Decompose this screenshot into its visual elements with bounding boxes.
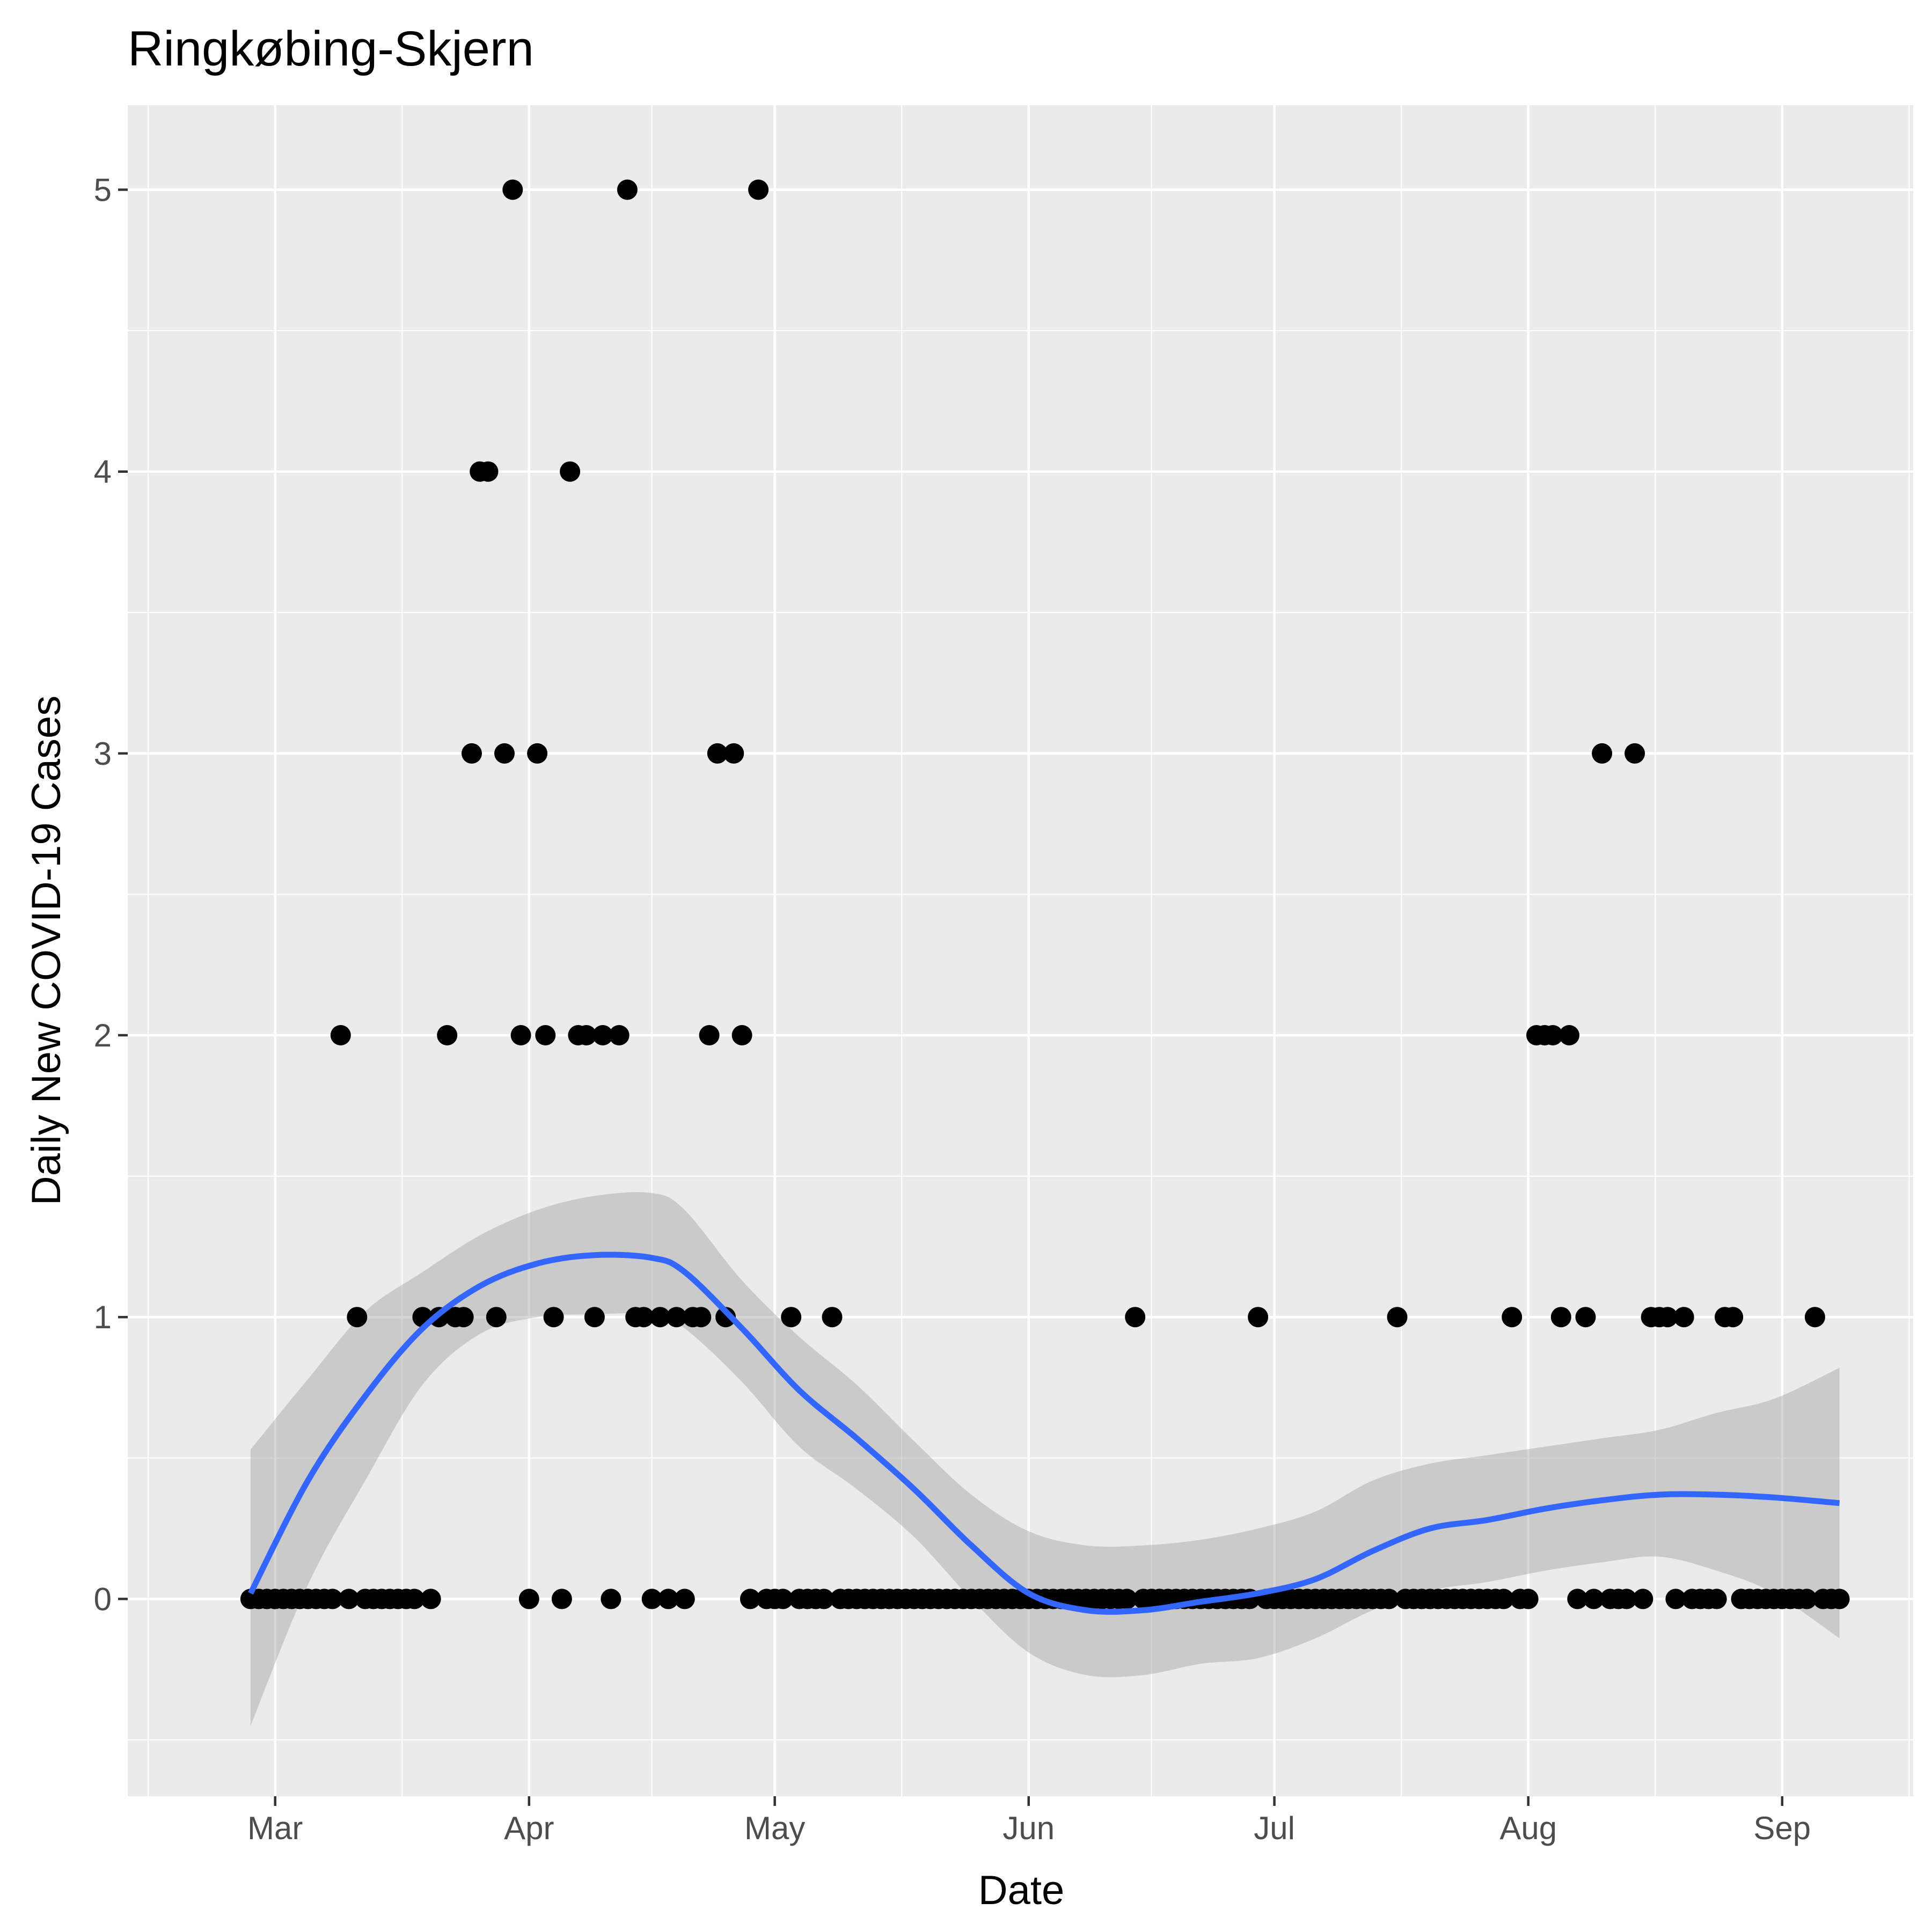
data-point [814,1589,835,1609]
data-point [1125,1307,1146,1328]
y-tick-label: 0 [94,1581,112,1617]
x-tick-label: Aug [1499,1810,1557,1846]
data-point [1116,1589,1137,1609]
data-point [576,1025,597,1045]
data-point [1502,1307,1523,1328]
data-point [510,1025,531,1045]
y-tick-label: 2 [94,1018,112,1053]
data-point [633,1307,654,1328]
x-tick-label: Apr [504,1810,554,1846]
data-point [462,743,482,764]
data-point [731,1025,752,1045]
data-point [420,1589,441,1609]
data-point [715,1307,736,1328]
y-tick-label: 4 [94,454,112,490]
smooth-trend [247,1252,1840,1615]
data-point [543,1307,564,1328]
data-point [658,1589,679,1609]
data-point [609,1025,630,1045]
data-point [723,743,744,764]
data-point [1616,1589,1637,1609]
y-axis-title: Daily New COVID-19 Cases [24,696,69,1205]
data-point [691,1307,712,1328]
data-point [740,1589,760,1609]
x-axis: Mar Apr May Jun Jul Aug Sep [247,1796,1811,1846]
data-point [1493,1589,1514,1609]
y-tick-label: 3 [94,736,112,772]
x-tick-label: Jun [1002,1810,1055,1846]
data-point [592,1025,613,1045]
data-point [1657,1307,1678,1328]
data-point [1583,1589,1604,1609]
minor-gridlines [128,105,1913,1796]
confidence-ribbon [250,1192,1840,1726]
data-point [1559,1025,1579,1045]
data-point [1248,1307,1269,1328]
data-point [339,1589,360,1609]
data-point [822,1307,843,1328]
y-tick-label: 1 [94,1299,112,1335]
confidence-band [250,1192,1840,1726]
data-point [674,1589,695,1609]
data-point [527,743,548,764]
data-point [322,1589,343,1609]
data-point [1567,1589,1588,1609]
plot-panel [128,105,1913,1796]
data-point [1592,743,1613,764]
data-point [772,1589,793,1609]
x-axis-title: Date [978,1868,1065,1913]
data-point [1575,1307,1596,1328]
data-point [1387,1307,1408,1328]
data-point [560,461,581,482]
data-point [601,1589,621,1609]
data-point [478,461,499,482]
x-tick-label: May [744,1810,805,1846]
data-point [453,1307,474,1328]
data-point [486,1307,507,1328]
data-point [1665,1589,1686,1609]
data-point [1796,1589,1817,1609]
data-point [1379,1589,1400,1609]
data-point [347,1307,368,1328]
data-point [1723,1307,1744,1328]
data-point [1829,1589,1850,1609]
data-point [518,1589,539,1609]
chart-title: Ringkøbing-Skjern [128,21,534,76]
data-point [748,179,769,200]
data-point [404,1589,425,1609]
data-point [1550,1307,1571,1328]
y-axis: 0 1 2 3 4 5 [94,172,128,1617]
data-point [707,743,728,764]
data-point [535,1025,556,1045]
data-point [699,1025,720,1045]
data-point [1673,1307,1694,1328]
data-point [1633,1589,1653,1609]
data-point [641,1589,662,1609]
data-point [437,1025,458,1045]
data-point [1624,743,1645,764]
data-point [1542,1025,1563,1045]
data-point [502,179,523,200]
data-point [1518,1589,1539,1609]
data-point [584,1307,605,1328]
data-point [494,743,515,764]
data-point [781,1307,802,1328]
data-point [1804,1307,1825,1328]
data-point [551,1589,572,1609]
x-tick-label: Mar [247,1810,303,1846]
data-point [650,1307,670,1328]
x-tick-label: Sep [1753,1810,1811,1846]
data-point [666,1307,687,1328]
data-point [330,1025,351,1045]
data-point [617,179,638,200]
loess-trend-line [247,1252,1840,1615]
y-tick-label: 5 [94,172,112,208]
x-tick-label: Jul [1254,1810,1295,1846]
data-point [1706,1589,1727,1609]
